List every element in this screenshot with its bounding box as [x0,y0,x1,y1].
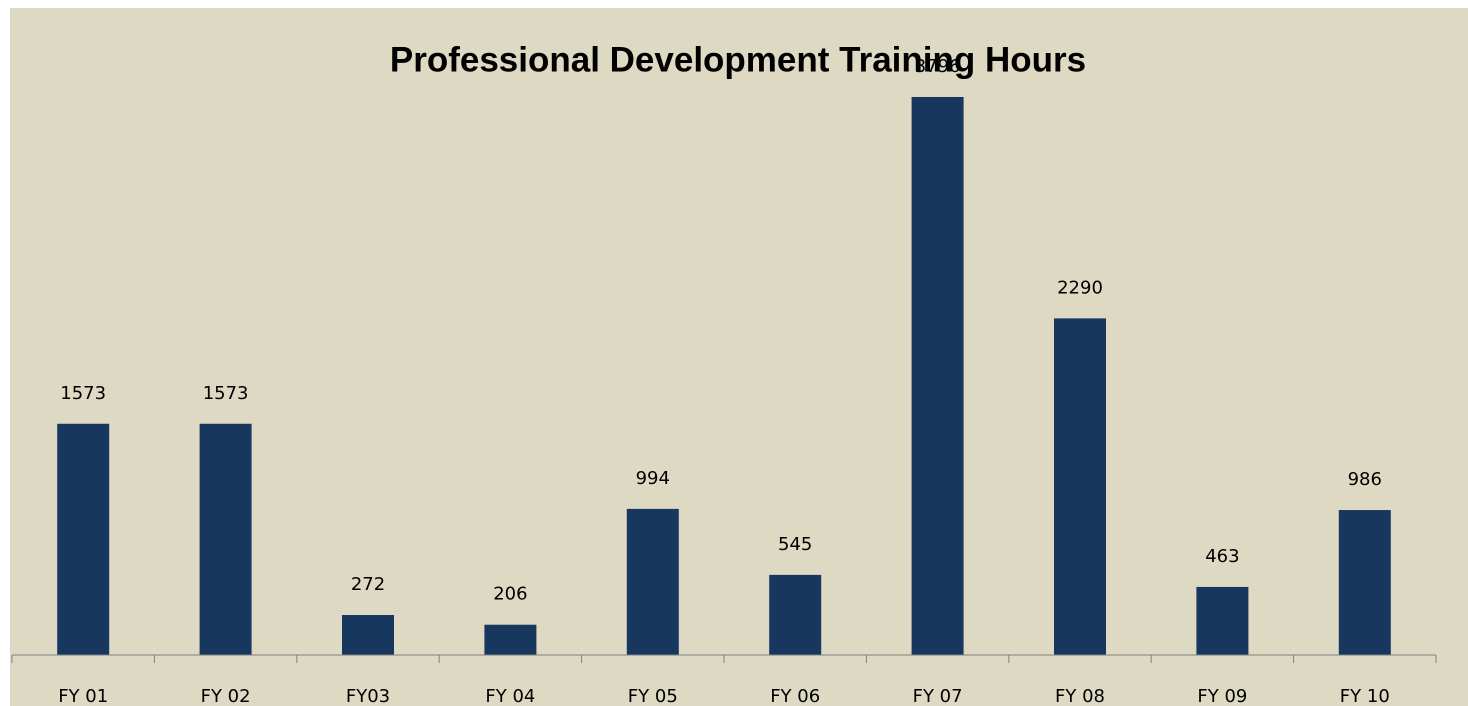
data-label: 994 [636,468,670,489]
x-tick-label: FY 06 [770,686,820,706]
bar [199,423,252,655]
data-label: 986 [1348,469,1382,490]
bar [911,96,964,656]
data-label: 1573 [60,383,106,404]
x-tick-label: FY 08 [1055,686,1105,706]
bar [57,423,110,655]
data-label: 3796 [915,56,961,77]
bar [484,624,537,655]
data-label: 2290 [1057,277,1103,298]
data-label: 206 [493,584,527,605]
bar [342,615,394,655]
bar [626,508,679,655]
bar [1054,318,1106,655]
bar [769,574,822,655]
data-label: 1573 [203,383,249,404]
x-tick-label: FY 04 [485,686,535,706]
x-tick-label: FY 01 [58,686,108,706]
x-tick-label: FY03 [346,686,390,706]
bar [1338,510,1391,655]
x-tick-label: FY 10 [1340,686,1390,706]
x-tick-label: FY 07 [913,686,963,706]
bar [1196,586,1249,655]
chart-title: Professional Development Training Hours [390,40,1086,79]
data-label: 463 [1205,546,1239,567]
x-tick-label: FY 09 [1197,686,1247,706]
x-tick-label: FY 05 [628,686,678,706]
data-label: 545 [778,534,812,555]
x-tick-label: FY 02 [201,686,251,706]
data-label: 272 [351,574,385,595]
